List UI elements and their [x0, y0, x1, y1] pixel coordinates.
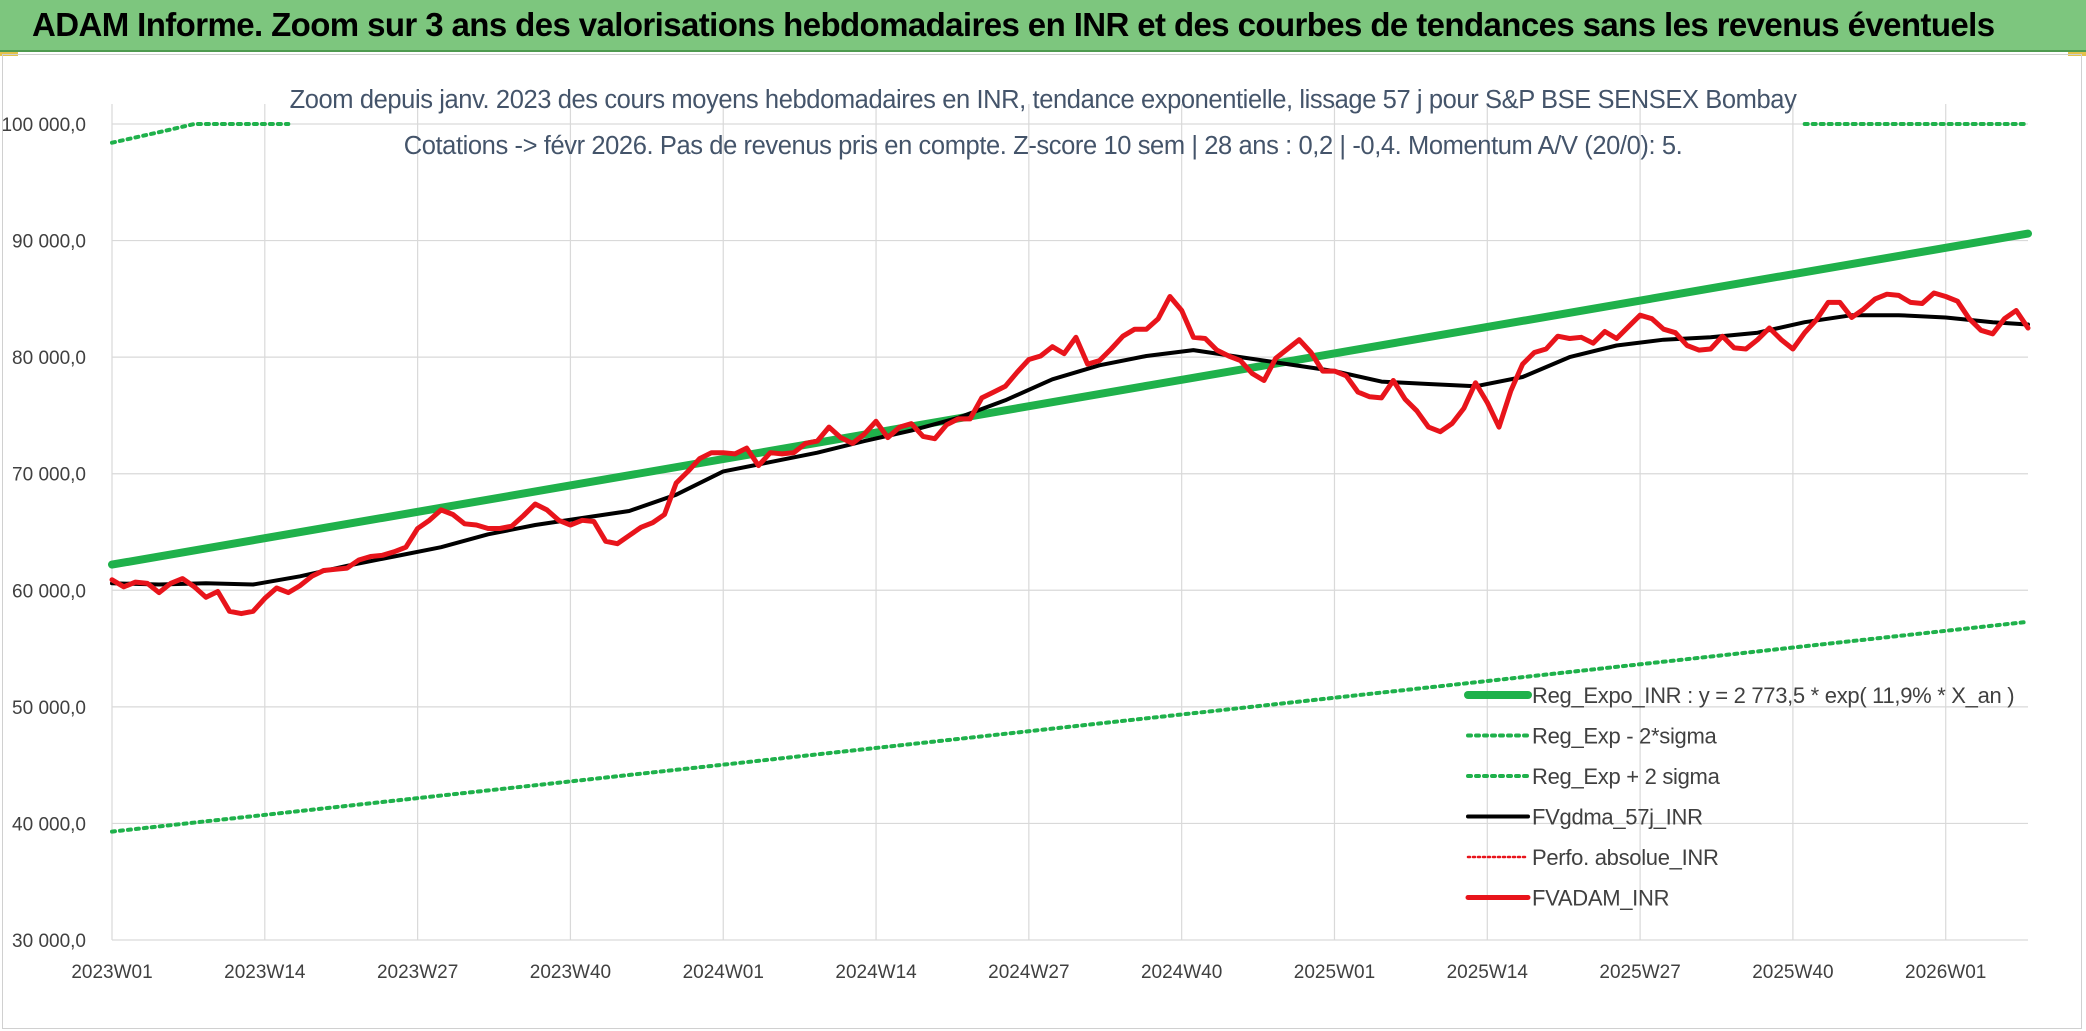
series-layer	[108, 122, 2032, 834]
legend-label: FVADAM_INR	[1532, 886, 1669, 911]
x-tick-label: 2023W01	[71, 962, 152, 983]
y-tick-label: 100 000,0	[1, 115, 86, 136]
x-tick-label: 2024W40	[1141, 962, 1222, 983]
x-tick-label: 2026W01	[1905, 962, 1986, 983]
legend-label: Reg_Expo_INR : y = 2 773,5 * exp( 11,9% …	[1532, 683, 2014, 708]
x-tick-label: 2024W14	[835, 962, 917, 983]
y-tick-label: 50 000,0	[12, 698, 86, 719]
x-tick-label: 2025W14	[1447, 962, 1529, 983]
gridlines	[111, 104, 2028, 941]
x-tick-label: 2025W01	[1294, 962, 1375, 983]
legend-label: Reg_Exp - 2*sigma	[1532, 724, 1718, 749]
page-title: ADAM Informe. Zoom sur 3 ans des valoris…	[32, 6, 1995, 43]
legend: Reg_Expo_INR : y = 2 773,5 * exp( 11,9% …	[1464, 683, 2015, 911]
series-reg-exp-2-sigma	[110, 619, 2030, 834]
x-tick-label: 2023W40	[530, 962, 611, 983]
y-tick-label: 60 000,0	[12, 581, 86, 602]
y-tick-label: 70 000,0	[12, 465, 86, 486]
y-tick-label: 90 000,0	[12, 232, 86, 253]
axes: 30 000,0 40 000,0 50 000,0 60 000,0 70 000,0…	[1, 115, 1986, 983]
legend-label: Reg_Exp + 2 sigma	[1532, 764, 1721, 789]
chart-title: Zoom depuis janv. 2023 des cours moyens …	[290, 86, 1798, 160]
x-tick-label: 2024W27	[988, 962, 1069, 983]
chart-title-line-2: Cotations -> févr 2026. Pas de revenus p…	[404, 132, 1683, 160]
series-reg-expo-inr	[108, 229, 2032, 569]
header-banner: ADAM Informe. Zoom sur 3 ans des valoris…	[0, 0, 2086, 52]
series-reg-exp-2-sigma	[110, 122, 291, 145]
x-tick-label: 2024W01	[683, 962, 764, 983]
chart-title-line-1: Zoom depuis janv. 2023 des cours moyens …	[290, 86, 1798, 114]
chart-frame	[2, 54, 2082, 1029]
legend-label: Perfo. absolue_INR	[1532, 845, 1719, 870]
x-tick-label: 2025W40	[1752, 962, 1833, 983]
y-tick-label: 40 000,0	[12, 814, 86, 835]
y-tick-label: 30 000,0	[12, 931, 86, 952]
x-tick-label: 2025W27	[1599, 962, 1680, 983]
y-tick-label: 80 000,0	[12, 348, 86, 369]
series-fvgdma-57j-inr	[110, 313, 2030, 587]
series-fvadam-inr	[109, 290, 2031, 617]
legend-label: FVgdma_57j_INR	[1532, 805, 1703, 830]
x-tick-label: 2023W14	[224, 962, 306, 983]
x-tick-label: 2023W27	[377, 962, 458, 983]
